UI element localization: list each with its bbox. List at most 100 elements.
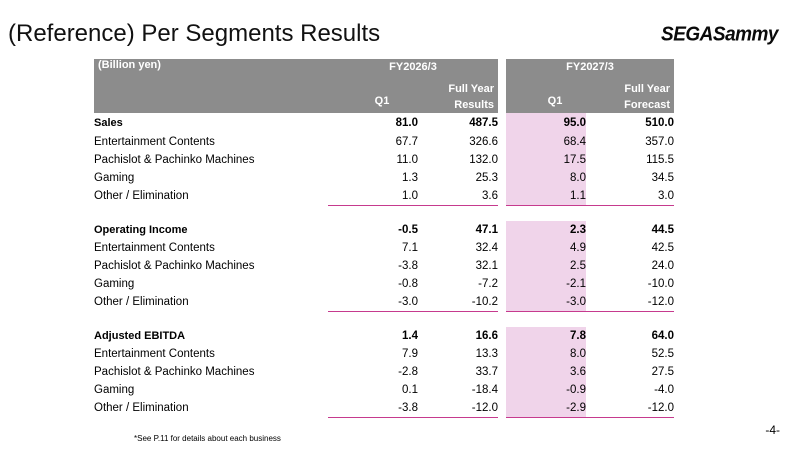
value-q1-fy2027: 3.6 [506, 363, 586, 381]
segment-row: Pachislot & Pachinko Machines 11.0 132.0 17… [94, 151, 674, 169]
value-full-year-results: 3.6 [418, 187, 498, 206]
value-q1-fy2027: 7.8 [506, 327, 586, 345]
segment-row: Entertainment Contents 7.9 13.3 8.0 52.5 [94, 345, 674, 363]
table-subheader-row: Q1 Full Year Results Q1 Full Year Foreca… [94, 75, 674, 113]
col-header-full-year-forecast: Full Year Forecast [586, 75, 674, 113]
page-number: -4- [765, 423, 780, 437]
spacer-cell [94, 206, 328, 222]
column-gap [498, 133, 506, 151]
section-name: Sales [94, 117, 123, 129]
segment-row: Gaming 0.1 -18.4 -0.9 -4.0 [94, 381, 674, 399]
footnote: *See P.11 for details about each busines… [134, 434, 281, 443]
column-gap [498, 257, 506, 275]
value-q1-fy2027: -3.0 [506, 293, 586, 312]
column-gap [498, 327, 506, 345]
table-body: Sales 81.0 487.5 95.0 510.0 Entertainment Con… [94, 113, 674, 418]
value-full-year-forecast: 24.0 [651, 260, 674, 272]
value-q1-fy2027: 2.5 [506, 257, 586, 275]
column-gap [498, 113, 506, 133]
column-gap [498, 239, 506, 257]
value-q1-fy2027: 95.0 [506, 113, 586, 133]
value-q1-fy2026: 1.0 [328, 187, 418, 206]
column-gap [498, 399, 506, 418]
value-q1-fy2027: -2.1 [506, 275, 586, 293]
col-header-q1-fy2026: Q1 [328, 75, 418, 113]
value-q1-fy2026: 11.0 [396, 154, 418, 166]
column-gap [498, 59, 506, 75]
column-gap [498, 187, 506, 206]
value-full-year-results: -10.2 [418, 293, 498, 312]
segment-row: Pachislot & Pachinko Machines -2.8 33.7 3.6… [94, 363, 674, 381]
value-full-year-results: 132.0 [469, 154, 498, 166]
segment-row: Gaming 1.3 25.3 8.0 34.5 [94, 169, 674, 187]
spacer-cell [586, 312, 674, 328]
col-header-line: Results [454, 99, 494, 111]
value-full-year-forecast: -4.0 [654, 384, 674, 396]
column-gap [498, 381, 506, 399]
column-gap [498, 75, 506, 113]
value-full-year-results: 32.4 [475, 242, 498, 254]
value-q1-fy2027: -2.9 [506, 399, 586, 418]
value-q1-fy2026: 7.1 [402, 242, 418, 254]
segment-row: Gaming -0.8 -7.2 -2.1 -10.0 [94, 275, 674, 293]
value-full-year-forecast: -12.0 [586, 293, 674, 312]
segment-row: Pachislot & Pachinko Machines -3.8 32.1 2.5… [94, 257, 674, 275]
value-q1-fy2026: 1.4 [402, 330, 418, 342]
column-gap [498, 363, 506, 381]
segment-label: Entertainment Contents [94, 348, 215, 360]
value-full-year-forecast: 3.0 [586, 187, 674, 206]
segment-label: Gaming [94, 384, 135, 396]
col-header-line: Full Year [624, 83, 670, 95]
period-header-fy2027: FY2027/3 [506, 59, 674, 75]
value-q1-fy2027: 68.4 [506, 133, 586, 151]
segment-row: Entertainment Contents 67.7 326.6 68.4 357.0 [94, 133, 674, 151]
section-name: Adjusted EBITDA [94, 330, 186, 342]
spacer-cell [418, 312, 498, 328]
period-header-fy2026: FY2026/3 [328, 59, 498, 75]
value-q1-fy2027: 8.0 [506, 169, 586, 187]
spacer-cell [328, 312, 418, 328]
value-q1-fy2026: -2.8 [398, 366, 418, 378]
value-q1-fy2027: 8.0 [506, 345, 586, 363]
value-q1-fy2026: -0.5 [398, 224, 418, 236]
value-full-year-results: 47.1 [475, 224, 498, 236]
value-full-year-forecast: 52.5 [651, 348, 674, 360]
value-full-year-forecast: 115.5 [646, 154, 674, 166]
value-full-year-results: -7.2 [478, 278, 498, 290]
col-header-full-year-results: Full Year Results [418, 75, 498, 113]
value-full-year-results: 25.3 [475, 172, 498, 184]
unit-label: (Billion yen) [94, 59, 328, 113]
value-full-year-forecast: 357.0 [645, 136, 674, 148]
segment-label: Other / Elimination [94, 190, 189, 203]
spacer-cell [328, 206, 418, 222]
value-q1-fy2027: 1.1 [506, 187, 586, 206]
col-header-line: Full Year [448, 83, 494, 95]
segment-label: Other / Elimination [94, 402, 189, 415]
column-gap [498, 275, 506, 293]
spacer-cell [418, 206, 498, 222]
segment-row: Other / Elimination 1.0 3.6 1.1 3.0 [94, 187, 674, 206]
segment-row: Other / Elimination -3.0 -10.2 -3.0 -12.0 [94, 293, 674, 312]
value-full-year-forecast: 27.5 [651, 366, 674, 378]
section-name: Operating Income [94, 224, 188, 236]
value-q1-fy2027: -0.9 [506, 381, 586, 399]
spacer-cell [586, 206, 674, 222]
segment-row: Entertainment Contents 7.1 32.4 4.9 42.5 [94, 239, 674, 257]
segment-results-table: (Billion yen) FY2026/3 FY2027/3 Q1 Full … [94, 59, 674, 418]
value-q1-fy2026: 0.1 [402, 384, 418, 396]
col-header-line: Forecast [624, 99, 670, 111]
value-q1-fy2027: 17.5 [506, 151, 586, 169]
segment-label: Entertainment Contents [94, 136, 215, 148]
spacer-cell [94, 312, 328, 328]
value-full-year-forecast: 64.0 [651, 330, 674, 342]
segment-label: Gaming [94, 278, 135, 290]
value-q1-fy2026: 1.3 [402, 172, 418, 184]
column-gap [498, 221, 506, 239]
spacer-cell [498, 206, 506, 222]
col-header-q1-fy2027: Q1 [506, 75, 586, 113]
value-q1-fy2026: 7.9 [402, 348, 418, 360]
spacer-cell [506, 206, 586, 222]
value-full-year-results: -12.0 [418, 399, 498, 418]
value-q1-fy2026: 67.7 [395, 136, 418, 148]
value-q1-fy2027: 2.3 [506, 221, 586, 239]
